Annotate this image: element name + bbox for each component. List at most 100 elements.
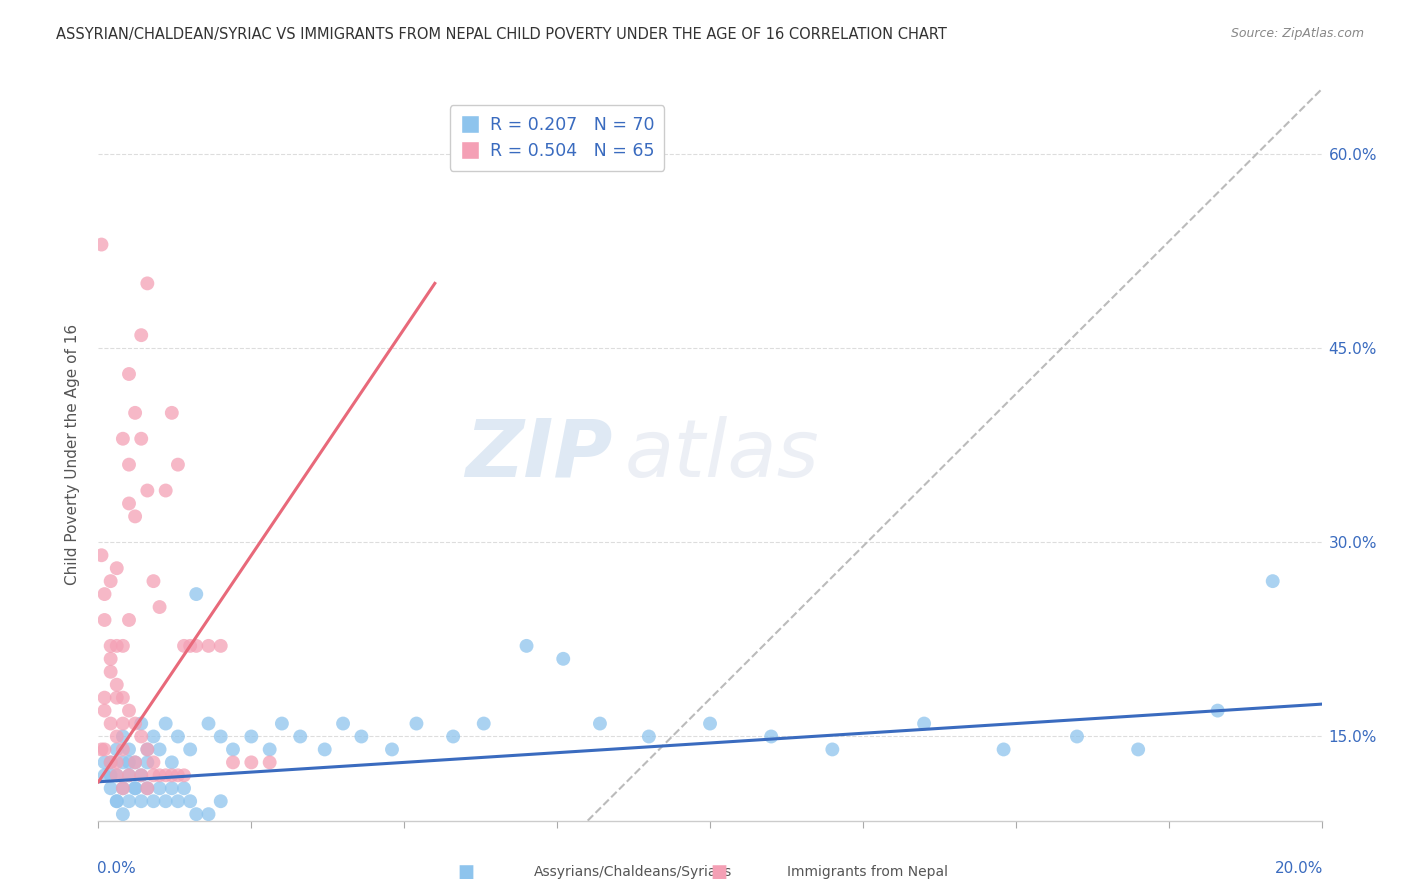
Point [142,756,165,770]
Point [314,742,336,756]
Point [129,328,152,343]
Point [993,742,1015,756]
Point [105,768,128,782]
Point [160,781,183,796]
Point [759,730,782,744]
Point [93,756,115,770]
Text: ■: ■ [710,863,727,881]
Point [259,756,281,770]
Point [209,794,232,808]
Point [160,768,183,782]
Point [105,794,128,808]
Point [350,730,373,744]
Point [142,574,165,589]
Point [100,652,122,666]
Point [197,807,219,822]
Point [124,781,146,796]
Text: ■: ■ [457,863,474,881]
Text: Source: ZipAtlas.com: Source: ZipAtlas.com [1230,27,1364,40]
Point [821,742,844,756]
Point [405,716,427,731]
Point [179,639,201,653]
Point [186,587,208,601]
Text: Assyrians/Chaldeans/Syriacs: Assyrians/Chaldeans/Syriacs [534,865,733,880]
Point [124,756,146,770]
Point [105,756,128,770]
Point [100,768,122,782]
Point [149,600,172,615]
Point [136,756,159,770]
Point [118,794,141,808]
Point [270,716,292,731]
Point [332,716,354,731]
Point [111,781,134,796]
Point [118,613,141,627]
Point [441,730,464,744]
Point [100,716,122,731]
Point [173,768,195,782]
Point [124,781,146,796]
Point [100,639,122,653]
Point [129,768,152,782]
Point [111,742,134,756]
Point [93,690,115,705]
Point [912,716,935,731]
Point [136,781,159,796]
Point [160,406,183,420]
Point [136,781,159,796]
Point [222,742,245,756]
Point [93,742,115,756]
Point [124,756,146,770]
Point [173,781,195,796]
Point [209,639,232,653]
Point [111,639,134,653]
Text: ZIP: ZIP [465,416,612,494]
Point [129,794,152,808]
Point [179,742,201,756]
Point [136,742,159,756]
Point [142,730,165,744]
Point [1128,742,1150,756]
Point [149,781,172,796]
Point [149,768,172,782]
Point [118,496,141,510]
Point [516,639,538,653]
Point [118,768,141,782]
Point [129,730,152,744]
Point [197,716,219,731]
Point [124,509,146,524]
Point [136,277,159,291]
Point [90,237,112,252]
Point [100,756,122,770]
Point [90,548,112,562]
Point [90,742,112,756]
Point [118,704,141,718]
Point [259,742,281,756]
Point [100,781,122,796]
Point [155,483,177,498]
Point [136,483,159,498]
Point [167,730,190,744]
Point [118,756,141,770]
Point [93,768,115,782]
Point [100,665,122,679]
Point [111,730,134,744]
Point [160,756,183,770]
Point [93,704,115,718]
Point [111,432,134,446]
Text: atlas: atlas [624,416,820,494]
Point [129,716,152,731]
Point [93,613,115,627]
Point [167,768,190,782]
Point [222,756,245,770]
Point [105,730,128,744]
Point [111,716,134,731]
Point [100,756,122,770]
Point [186,639,208,653]
Point [105,742,128,756]
Point [1066,730,1088,744]
Text: Immigrants from Nepal: Immigrants from Nepal [787,865,949,880]
Point [142,768,165,782]
Point [589,716,612,731]
Point [118,458,141,472]
